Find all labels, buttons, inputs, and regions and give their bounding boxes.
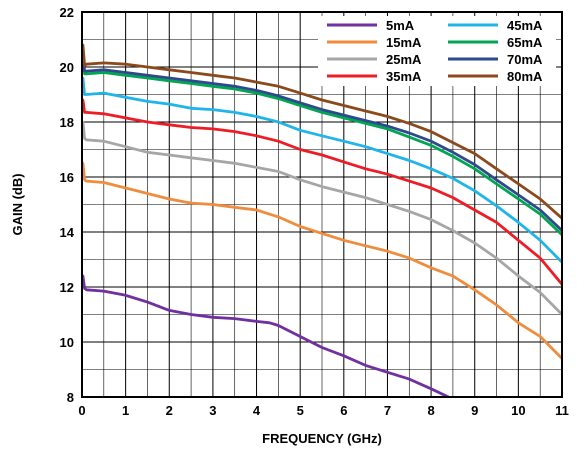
series-line-35mA [82, 98, 562, 286]
legend-label: 35mA [386, 69, 422, 84]
legend-label: 15mA [386, 35, 422, 50]
x-tick-label: 1 [122, 403, 129, 418]
x-tick-label: 8 [427, 403, 434, 418]
y-tick-label: 14 [60, 225, 75, 240]
x-tick-label: 11 [555, 403, 569, 418]
x-tick-label: 10 [511, 403, 525, 418]
legend-label: 65mA [507, 35, 543, 50]
series-line-65mA [82, 54, 562, 236]
series-line-45mA [82, 76, 562, 264]
x-tick-label: 7 [384, 403, 391, 418]
y-tick-label: 18 [60, 115, 74, 130]
series-lines [82, 43, 562, 397]
x-tick-label: 2 [166, 403, 173, 418]
plot-frame [81, 11, 563, 398]
y-tick-label: 20 [60, 60, 74, 75]
series-line-70mA [82, 51, 562, 232]
series-line-25mA [82, 120, 562, 316]
y-tick-label: 10 [60, 335, 74, 350]
y-tick-label: 8 [67, 390, 74, 405]
series-line-15mA [82, 161, 562, 360]
legend-label: 70mA [507, 52, 543, 67]
legend-background [318, 16, 556, 86]
x-tick-label: 0 [78, 403, 85, 418]
legend-label: 45mA [507, 18, 543, 33]
y-tick-label: 16 [60, 170, 74, 185]
legend: 5mA 15mA 25mA 35mA 45mA 65mA 70mA 80mA [318, 16, 556, 86]
x-axis-title: FREQUENCY (GHz) [262, 431, 382, 446]
legend-label: 25mA [386, 52, 422, 67]
x-tick-label: 4 [253, 403, 261, 418]
x-tick-label: 5 [297, 403, 304, 418]
legend-label: 5mA [386, 18, 415, 33]
y-tick-label: 12 [60, 280, 74, 295]
y-axis-title: GAIN (dB) [10, 173, 25, 235]
x-tick-label: 3 [209, 403, 216, 418]
y-tick-labels: 8 10 12 14 16 18 20 22 [60, 5, 75, 405]
y-tick-label: 22 [60, 5, 74, 20]
series-line-5mA [82, 274, 450, 397]
series-line-80mA [82, 43, 562, 220]
x-tick-labels: 0 1 2 3 4 5 6 7 8 9 10 11 [78, 403, 568, 418]
legend-label: 80mA [507, 69, 543, 84]
x-tick-label: 9 [471, 403, 478, 418]
x-tick-label: 6 [340, 403, 347, 418]
